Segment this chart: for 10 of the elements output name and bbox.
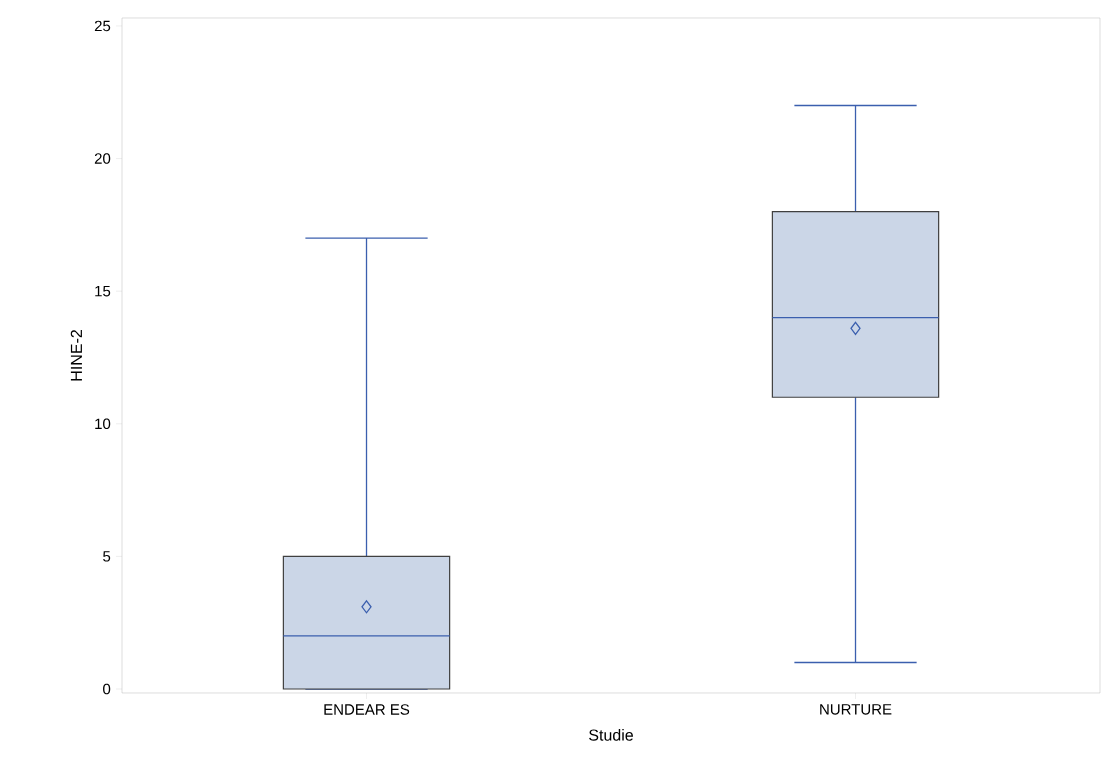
x-tick-label: NURTURE: [820, 704, 892, 715]
y-axis-title: HINE-2: [70, 330, 82, 381]
y-tick-label: 20: [94, 153, 111, 164]
x-tick-label: ENDEAR ES: [324, 704, 410, 715]
x-axis-title: Studie: [589, 729, 633, 741]
y-tick-label: 0: [103, 683, 111, 695]
y-tick-label: 25: [94, 20, 111, 32]
y-tick-label: 5: [103, 551, 111, 562]
y-tick-label: 10: [95, 418, 111, 430]
y-tick-label: 15: [95, 285, 111, 297]
